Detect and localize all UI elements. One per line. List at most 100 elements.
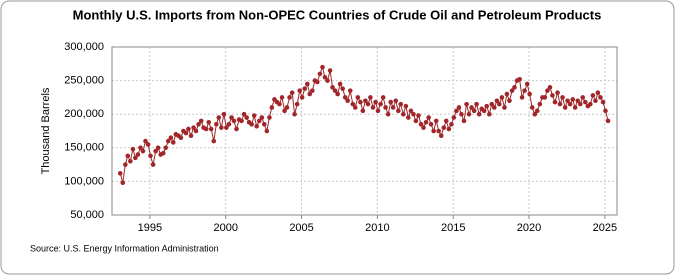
data-point <box>360 108 366 114</box>
data-point <box>234 126 239 132</box>
data-point <box>421 125 426 130</box>
data-point <box>251 113 257 118</box>
data-point <box>565 98 570 104</box>
data-point <box>418 121 424 127</box>
data-point <box>221 111 227 117</box>
data-point <box>466 111 472 117</box>
data-point <box>603 108 608 114</box>
data-point <box>507 98 512 104</box>
x-tick-label: 2015 <box>441 222 465 234</box>
data-point <box>211 138 217 144</box>
data-point <box>454 108 459 114</box>
data-point <box>481 108 487 114</box>
data-point <box>537 101 543 107</box>
data-point <box>125 153 131 159</box>
data-point <box>411 111 416 117</box>
data-point <box>165 138 171 144</box>
x-tick-label: 1995 <box>138 222 162 234</box>
data-point <box>342 95 348 100</box>
data-point <box>123 162 128 167</box>
data-point <box>193 128 199 134</box>
data-point <box>226 121 232 127</box>
data-point <box>363 98 368 104</box>
x-tick-label: 2020 <box>517 222 541 234</box>
data-point <box>438 133 444 139</box>
x-tick-label: 2010 <box>365 222 389 234</box>
data-point <box>188 133 194 139</box>
data-point <box>325 78 330 83</box>
data-point <box>155 145 161 151</box>
y-tick-label: 250,000 <box>64 75 104 87</box>
data-point <box>605 118 611 124</box>
data-point <box>474 101 479 107</box>
data-point <box>145 142 151 147</box>
data-point <box>287 95 292 100</box>
data-point <box>423 119 429 125</box>
data-point <box>327 68 333 73</box>
data-point <box>509 88 515 93</box>
data-point <box>239 118 244 124</box>
data-point <box>433 118 439 124</box>
data-point <box>560 95 565 100</box>
data-point <box>471 108 477 114</box>
data-point <box>562 105 568 110</box>
data-point <box>340 86 345 91</box>
data-point <box>148 153 153 159</box>
data-point <box>315 79 320 85</box>
data-point <box>580 95 586 100</box>
data-point <box>408 108 414 114</box>
data-point <box>224 125 229 130</box>
data-point <box>456 105 462 110</box>
data-point <box>396 108 401 114</box>
data-point <box>370 105 376 110</box>
data-point <box>264 128 270 134</box>
data-point <box>292 111 297 117</box>
data-point <box>322 74 328 80</box>
data-point <box>449 121 454 127</box>
data-point <box>524 81 530 87</box>
data-point <box>269 105 275 110</box>
y-tick-label: 200,000 <box>64 108 104 120</box>
data-point <box>186 126 191 132</box>
data-point <box>368 95 373 100</box>
data-point <box>512 85 517 90</box>
x-tick-label: 2025 <box>593 222 617 234</box>
data-point <box>130 146 136 152</box>
data-point <box>436 128 441 134</box>
data-point <box>552 99 558 105</box>
data-point <box>120 180 126 186</box>
data-point <box>403 103 409 109</box>
data-point <box>128 158 133 164</box>
data-point <box>168 135 174 141</box>
data-point <box>494 98 500 104</box>
data-point <box>459 111 464 117</box>
data-point <box>198 118 204 124</box>
data-point <box>284 105 290 110</box>
data-point <box>555 90 560 95</box>
data-point <box>297 88 303 93</box>
data-point <box>289 90 295 95</box>
data-point <box>446 126 452 132</box>
data-point <box>590 93 596 98</box>
data-point <box>557 101 563 107</box>
data-point <box>178 135 184 141</box>
data-point <box>529 105 535 110</box>
data-point <box>469 105 474 110</box>
data-point <box>229 115 234 120</box>
data-point <box>216 115 222 120</box>
data-point <box>441 125 447 130</box>
data-point <box>567 101 573 107</box>
data-point <box>133 155 138 161</box>
data-point <box>527 91 532 97</box>
data-point <box>160 150 166 156</box>
data-point <box>365 101 371 107</box>
data-point <box>347 88 353 93</box>
data-point <box>254 123 259 129</box>
data-point <box>244 115 249 120</box>
data-point <box>598 95 603 100</box>
x-tick-label: 2000 <box>213 222 237 234</box>
data-point <box>497 101 502 107</box>
data-point <box>191 125 196 130</box>
y-tick-label: 50,000 <box>70 209 104 221</box>
